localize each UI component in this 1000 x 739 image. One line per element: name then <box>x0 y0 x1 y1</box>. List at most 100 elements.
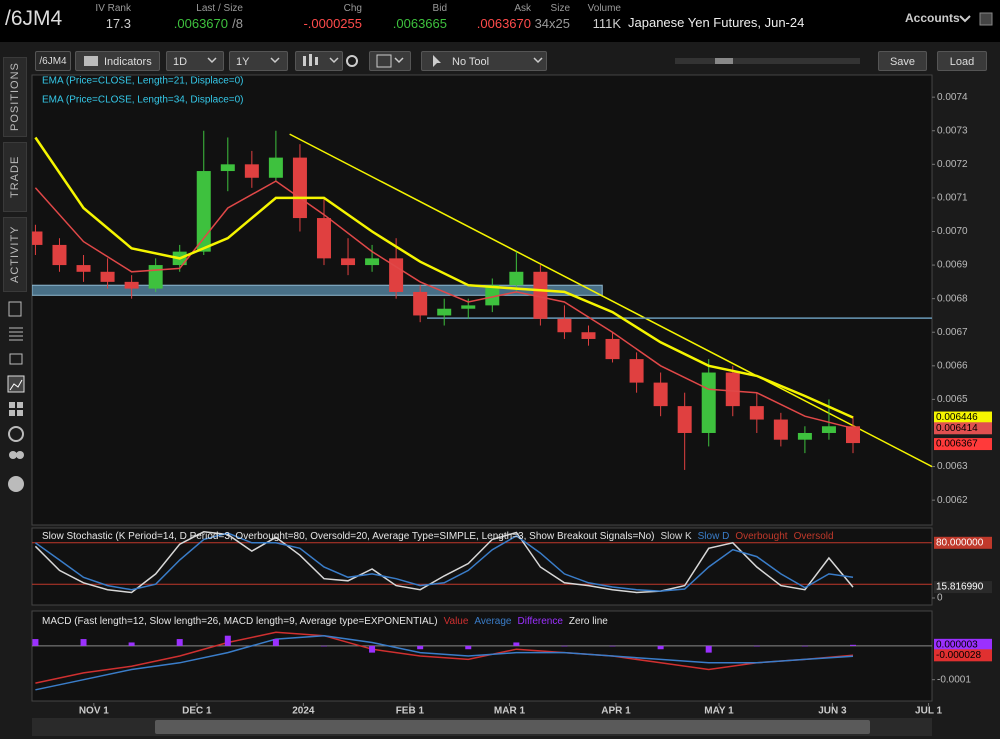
field-value: 34x25 <box>534 16 570 31</box>
stochastic-panel <box>31 527 933 606</box>
field-label: Volume <box>587 3 621 14</box>
series-line <box>35 631 854 684</box>
aggregation-select[interactable]: 1D <box>166 51 224 71</box>
x-tick-label: 2024 <box>292 706 315 717</box>
candle-body <box>605 338 620 360</box>
histogram-bar <box>32 639 39 646</box>
price-marker <box>934 438 992 451</box>
series-line <box>34 532 854 592</box>
panel-title-text: Slow Stochastic (K Period=14, D Period=3… <box>42 531 655 542</box>
candle-body <box>292 157 307 219</box>
panel-title-text: MACD (Fast length=12, Slow length=26, MA… <box>42 616 438 627</box>
draw-select[interactable] <box>369 51 411 71</box>
histogram-bar <box>417 645 424 650</box>
legend-entry: EMA (Price=CLOSE, Length=21, Displace=0) <box>42 76 244 87</box>
legend-entry: Value <box>444 616 469 627</box>
y-tick-label: 0.0063 <box>937 461 968 472</box>
legend-entry: Oversold <box>794 531 834 542</box>
candle-body <box>581 332 596 339</box>
field-label: Ask <box>514 3 531 14</box>
histogram-bar <box>80 639 87 646</box>
histogram-bar <box>801 645 808 647</box>
scroll-thumb[interactable] <box>155 720 870 734</box>
price-marker-label: 0.006446 <box>936 412 978 423</box>
field-value: .0063670 <box>173 16 228 31</box>
y-tick-label: 0.0069 <box>937 260 968 271</box>
price-marker <box>934 422 992 435</box>
description: Japanese Yen Futures, Jun-24 <box>628 15 805 30</box>
candle-body <box>701 372 716 433</box>
histogram-bar <box>176 639 183 646</box>
histogram-bar <box>609 645 616 647</box>
y-tick-label: -0.0001 <box>937 674 971 685</box>
panel-title: MACD (Fast length=12, Slow length=26, MA… <box>42 616 608 627</box>
y-tick-label: 0.0062 <box>937 495 968 506</box>
y-tick-label: 0.0066 <box>937 360 968 371</box>
zoom-slider[interactable] <box>675 58 860 64</box>
candle-body <box>76 265 91 272</box>
histogram-bar <box>753 645 760 647</box>
histogram-bar <box>128 642 135 646</box>
plot-layer <box>32 631 932 691</box>
trade-tab[interactable]: TRADE <box>3 142 27 212</box>
candle-body <box>196 171 211 252</box>
histogram-bar <box>320 645 327 647</box>
price-marker-label: 80.000000 <box>936 537 984 548</box>
price-marker <box>934 649 992 662</box>
candle-body <box>773 419 788 440</box>
legend-entry: Average <box>474 616 512 627</box>
field-value: 111K <box>592 16 621 31</box>
candle-body <box>413 291 428 316</box>
save-button[interactable]: Save <box>878 51 927 71</box>
panel-title: Slow Stochastic (K Period=14, D Period=3… <box>42 531 834 542</box>
sidebar: POSITIONS TRADE ACTIVITY <box>0 42 30 739</box>
series-line <box>34 531 854 594</box>
x-tick-label: FEB 1 <box>396 706 425 717</box>
candle-body <box>32 231 43 245</box>
field-label: Size <box>550 3 570 14</box>
candle-body <box>220 164 235 172</box>
positions-tab[interactable]: POSITIONS <box>3 57 27 137</box>
y-tick-label: 0.0072 <box>937 159 968 170</box>
candle-body <box>653 382 668 407</box>
x-tick-label: MAR 1 <box>494 706 526 717</box>
range-select[interactable]: 1Y <box>229 51 288 71</box>
histogram-bar <box>849 644 856 646</box>
series-line <box>34 180 854 430</box>
chart-style-select[interactable] <box>295 51 343 71</box>
field-extra: /8 <box>232 16 243 31</box>
x-tick-label: JUN 3 <box>818 706 847 717</box>
y-tick-label: 0.0073 <box>937 125 968 136</box>
plot-layer <box>32 130 932 470</box>
series-line <box>35 634 854 691</box>
toolbar-icons <box>84 54 543 68</box>
candle-body <box>677 406 692 433</box>
tool-select[interactable]: No Tool <box>421 51 547 71</box>
legend-entry: Slow K <box>661 531 692 542</box>
header-icons <box>959 12 993 26</box>
candle-body <box>148 265 163 289</box>
accounts[interactable]: Accounts <box>905 11 960 25</box>
price-marker-label: 0.006367 <box>936 439 978 450</box>
price-panel <box>31 74 933 526</box>
field-label: IV Rank <box>95 3 131 14</box>
x-tick-label: DEC 1 <box>182 706 212 717</box>
activity-tab[interactable]: ACTIVITY <box>3 217 27 292</box>
candle-body <box>389 258 404 292</box>
field-label: Last / Size <box>196 3 243 14</box>
candle-body <box>845 426 860 444</box>
histogram-bar <box>369 645 376 653</box>
x-tick-label: JUL 1 <box>915 706 942 717</box>
legend-entry: Overbought <box>735 531 787 542</box>
histogram-bar <box>561 645 568 647</box>
field-value: .0063665 <box>392 16 447 31</box>
y-tick-label: 0.0067 <box>937 327 968 338</box>
candle-body <box>629 359 644 383</box>
load-button[interactable]: Load <box>937 51 987 71</box>
y-tick-label: 0.0068 <box>937 293 968 304</box>
toolbar-symbol[interactable]: /6JM4 <box>35 51 71 71</box>
candle-body <box>509 271 524 286</box>
candle-body <box>485 285 500 306</box>
